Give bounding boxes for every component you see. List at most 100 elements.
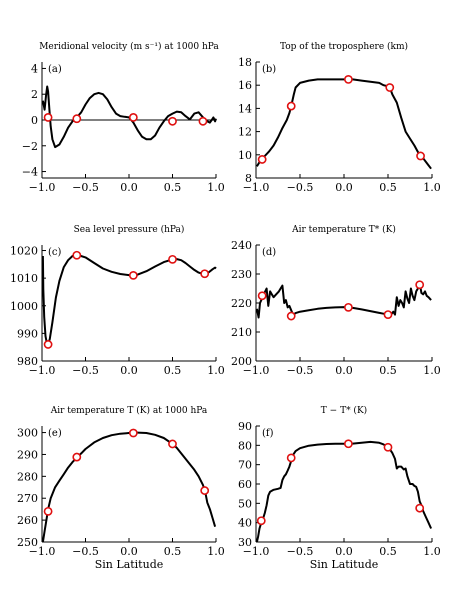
series-line xyxy=(41,431,217,543)
data-point-marker xyxy=(383,310,393,319)
y-tick-label: 10 xyxy=(238,149,252,162)
chart-title: T − T* (K) xyxy=(321,405,367,416)
data-point-marker xyxy=(168,254,177,264)
x-tick-label: 1.0 xyxy=(423,181,441,194)
y-tick-label: 250 xyxy=(17,536,38,549)
y-tick-label: 270 xyxy=(17,492,38,505)
chart-title: Meridional velocity (m s⁻¹) at 1000 hPa xyxy=(39,41,219,52)
y-tick-label: 50 xyxy=(238,497,252,510)
chart-panel-1: −4 −2 0 2 4 −1.0 −0.5 0.0 0.5 1.0 Meridional veloc… xyxy=(22,41,225,194)
y-tick-label: 8 xyxy=(245,172,252,185)
chart-title: Top of the troposphere (km) xyxy=(280,41,408,52)
series-line xyxy=(41,85,217,149)
data-point-marker xyxy=(72,452,82,462)
x-tick-label: 0.0 xyxy=(120,364,138,377)
data-point-marker xyxy=(385,83,395,92)
x-tick-label: −0.5 xyxy=(287,364,314,377)
chart-title: Sea level pressure (hPa) xyxy=(74,224,185,235)
data-point-marker xyxy=(415,280,425,290)
y-tick-label: 2 xyxy=(31,88,38,101)
y-tick-label: 90 xyxy=(238,420,252,433)
x-tick-label: 0.0 xyxy=(335,181,353,194)
panel-label: (c) xyxy=(48,247,62,258)
x-tick-label: −0.5 xyxy=(72,545,99,558)
data-point-marker xyxy=(43,113,53,122)
y-tick-label: 230 xyxy=(231,268,252,281)
y-tick-label: 70 xyxy=(238,459,252,472)
y-tick-label: 220 xyxy=(231,297,252,310)
chart-panel-2: 8 10 12 14 16 18 −1.0 −0.5 0.0 0.5 1.0 Top of the t… xyxy=(238,41,441,194)
y-tick-label: 1000 xyxy=(10,300,38,313)
y-tick-label: 1010 xyxy=(10,272,38,285)
data-point-marker xyxy=(257,155,267,164)
chart-title: Air temperature T* (K) xyxy=(291,224,396,235)
series-line xyxy=(255,440,433,543)
x-tick-label: 0.5 xyxy=(164,364,182,377)
x-tick-label: 0.0 xyxy=(120,545,138,558)
y-tick-label: 290 xyxy=(17,448,38,461)
data-point-marker xyxy=(286,453,296,463)
x-tick-label: 0.5 xyxy=(164,545,182,558)
y-tick-label: 1020 xyxy=(10,245,38,258)
data-point-marker xyxy=(415,503,425,513)
data-point-marker xyxy=(128,270,138,280)
y-tick-label: 210 xyxy=(231,326,252,339)
data-point-marker xyxy=(343,75,353,84)
y-tick-label: 4 xyxy=(31,62,38,75)
chart-panel-6: 30 40 50 60 70 80 90 −1.0 −0.5 0.0 0.5 1.0 T − T* (K… xyxy=(238,405,441,571)
data-point-marker xyxy=(72,114,82,124)
x-tick-label: 1.0 xyxy=(423,545,441,558)
x-tick-label: 0.0 xyxy=(120,181,138,194)
x-tick-label: −1.0 xyxy=(243,364,270,377)
y-tick-label: 260 xyxy=(17,514,38,527)
chart-panel-4: 200 210 220 230 240 −1.0 −0.5 0.0 0.5 1.0 Air temp… xyxy=(231,224,441,377)
x-tick-label: 0.0 xyxy=(335,545,353,558)
series-line xyxy=(41,254,217,346)
panel-label: (b) xyxy=(262,64,276,75)
y-tick-label: 980 xyxy=(17,355,38,368)
data-point-marker xyxy=(200,269,210,279)
y-tick-label: 16 xyxy=(238,79,252,92)
chart-panel-3: 980 990 1000 1010 1020 −1.0 −0.5 0.0 0.5 1.0 Sea l… xyxy=(10,224,225,377)
y-tick-label: 0 xyxy=(31,114,38,127)
data-point-marker xyxy=(168,116,177,126)
x-tick-label: −1.0 xyxy=(29,545,56,558)
y-tick-label: 30 xyxy=(238,536,252,549)
data-point-marker xyxy=(198,116,208,126)
x-tick-label: −0.5 xyxy=(287,181,314,194)
x-tick-label: 1.0 xyxy=(207,181,225,194)
x-tick-label: −1.0 xyxy=(29,181,56,194)
y-tick-label: 18 xyxy=(238,56,252,69)
y-tick-label: 14 xyxy=(238,102,252,115)
y-tick-label: 240 xyxy=(231,239,252,252)
chart-panel-5: 250 260 270 280 290 300 −1.0 −0.5 0.0 0.5 1.0 Air t… xyxy=(17,405,225,571)
data-point-marker xyxy=(343,302,353,312)
panel-label: (e) xyxy=(48,428,62,439)
x-tick-label: −1.0 xyxy=(243,545,270,558)
y-tick-label: −4 xyxy=(22,166,38,179)
panel-label: (f) xyxy=(262,428,274,439)
x-tick-label: 1.0 xyxy=(207,545,225,558)
series-line xyxy=(256,78,432,170)
x-axis-label: Sin Latitude xyxy=(95,558,164,571)
y-tick-label: 12 xyxy=(238,126,252,139)
data-point-marker xyxy=(128,113,138,122)
data-point-marker xyxy=(286,101,296,111)
data-point-marker xyxy=(72,250,82,260)
x-tick-label: −0.5 xyxy=(72,364,99,377)
data-point-marker xyxy=(168,439,177,449)
x-tick-label: −0.5 xyxy=(287,545,314,558)
x-axis-label: Sin Latitude xyxy=(310,558,379,571)
chart-title: Air temperature T (K) at 1000 hPa xyxy=(50,405,208,416)
data-point-marker xyxy=(383,442,393,452)
data-point-marker xyxy=(43,340,53,349)
x-tick-label: 1.0 xyxy=(207,364,225,377)
data-point-marker xyxy=(257,291,267,301)
x-tick-label: 0.5 xyxy=(379,181,397,194)
data-point-marker xyxy=(43,506,53,516)
y-tick-label: 200 xyxy=(231,355,252,368)
x-tick-label: −1.0 xyxy=(243,181,270,194)
x-tick-label: 1.0 xyxy=(423,364,441,377)
data-point-marker xyxy=(286,311,296,321)
